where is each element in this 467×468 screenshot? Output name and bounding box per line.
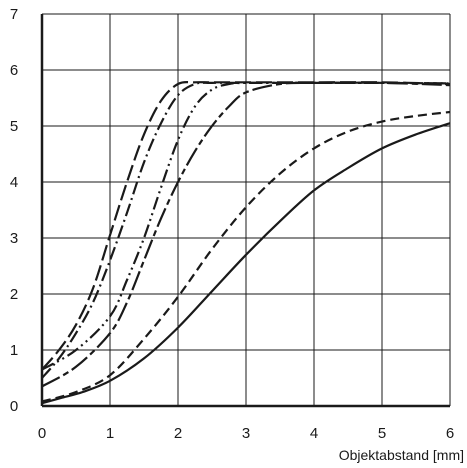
x-tick-label: 1 <box>106 425 114 442</box>
y-tick-label: 6 <box>10 62 18 79</box>
x-tick-label: 6 <box>446 425 454 442</box>
series-line-solid <box>41 122 451 405</box>
y-tick-label: 1 <box>10 342 18 359</box>
y-tick-label: 4 <box>10 174 18 191</box>
plot-frame <box>40 14 450 408</box>
x-tick-label: 5 <box>378 425 386 442</box>
x-axis-label: Objektabstand [mm] <box>339 447 464 463</box>
y-tick-label: 5 <box>10 118 18 135</box>
y-tick-labels: 0 1 2 3 4 5 6 7 <box>10 6 18 415</box>
y-tick-label: 0 <box>10 398 18 415</box>
y-tick-label: 3 <box>10 230 18 247</box>
y-tick-label: 2 <box>10 286 18 303</box>
series-line-long-dash-short <box>41 81 451 388</box>
x-tick-label: 0 <box>38 425 46 442</box>
y-tick-label: 7 <box>10 6 18 23</box>
x-tick-label: 3 <box>242 425 250 442</box>
series-line-dashed <box>41 110 451 403</box>
x-tick-label: 4 <box>310 425 318 442</box>
x-tick-labels: 0 1 2 3 4 5 6 <box>38 425 454 442</box>
x-tick-label: 2 <box>174 425 182 442</box>
grid <box>41 13 451 407</box>
series-group <box>41 81 451 405</box>
